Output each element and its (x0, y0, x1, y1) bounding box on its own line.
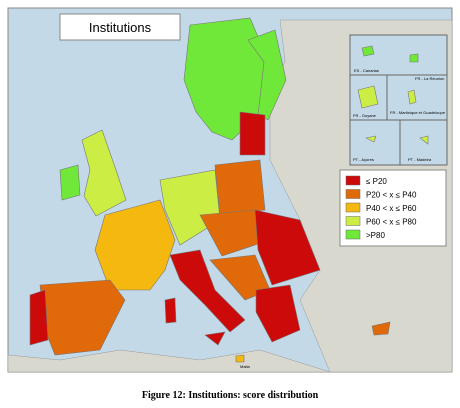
inset-label: PT - Açores (353, 157, 374, 162)
inset-label: FR - La Réunion (415, 76, 444, 81)
martinique (407, 89, 417, 105)
cyprus (371, 321, 391, 336)
inset-label: PT - Madeira (408, 157, 432, 162)
romania-bulgaria (254, 209, 321, 286)
inset-box (349, 119, 401, 166)
map-title: Institutions (89, 20, 152, 35)
inset-label: FR - Guyane (353, 113, 377, 118)
reunion (409, 53, 419, 63)
land-africa (7, 349, 331, 373)
baltics (239, 111, 266, 156)
legend-swatch (345, 216, 361, 226)
italy (169, 249, 246, 333)
title-box (59, 13, 181, 41)
malta (235, 354, 245, 363)
insets: ES - Canarias FR - La Réunion FR - Guyan… (349, 34, 448, 166)
malta-label: Malta (240, 364, 251, 369)
portugal (29, 289, 49, 346)
legend-label: P60 < x ≤ P80 (366, 218, 417, 227)
guyane (357, 85, 379, 109)
legend-label: >P80 (366, 231, 385, 240)
sicily (204, 331, 226, 346)
inset-label: ES - Canarias (354, 68, 379, 73)
inset-label: FR - Martinique et Guadeloupe (390, 110, 446, 115)
finland (247, 29, 287, 121)
legend-swatch (345, 202, 361, 213)
legend-label: ≤ P20 (366, 177, 387, 186)
legend-label: P40 < x ≤ P60 (366, 204, 417, 213)
inset-box (386, 74, 448, 121)
canarias (361, 45, 375, 57)
poland (214, 159, 266, 216)
inset-box (399, 119, 448, 166)
greece (255, 284, 301, 343)
sardinia (164, 297, 177, 324)
uk (81, 129, 127, 217)
france (94, 199, 176, 291)
madeira (419, 135, 429, 145)
germany (159, 169, 221, 246)
ireland (59, 164, 81, 201)
legend-label: P20 < x ≤ P40 (366, 191, 417, 200)
acores (365, 135, 377, 143)
legend-swatch (345, 229, 361, 240)
legend-swatch (345, 175, 361, 186)
scandinavia (183, 17, 269, 141)
legend-swatch (345, 189, 361, 199)
caption: Figure 12: Institutions: score distribut… (142, 390, 319, 401)
